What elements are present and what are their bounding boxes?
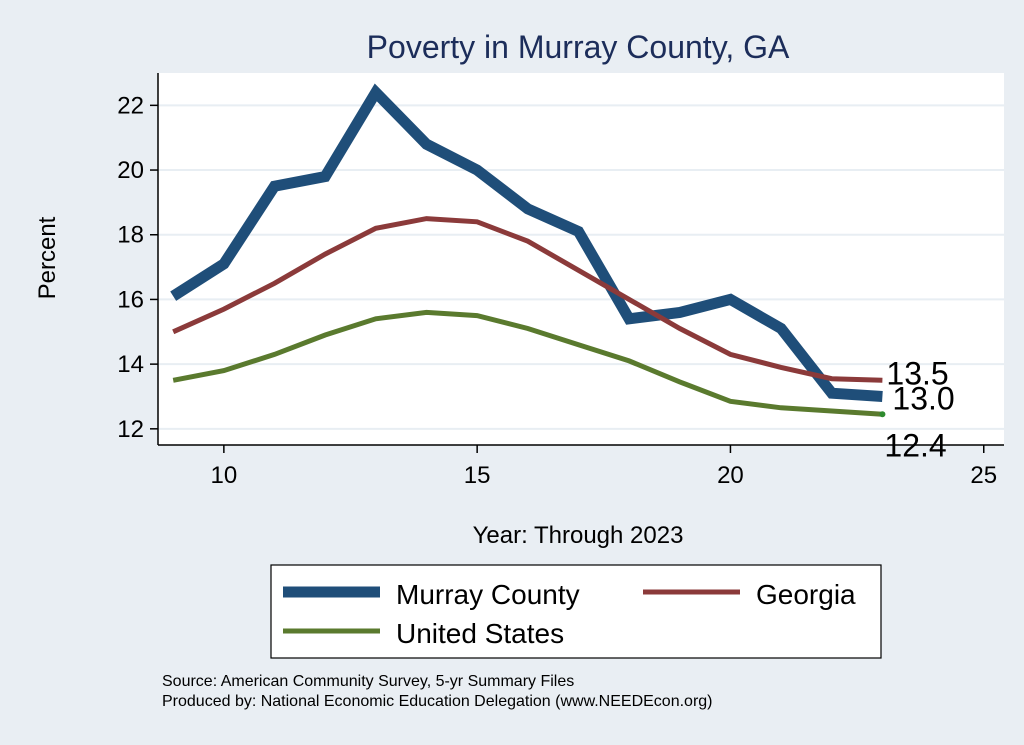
series-line-murray-county	[170, 83, 883, 402]
legend-label: United States	[396, 618, 564, 649]
producer-note: Produced by: National Economic Education…	[162, 693, 713, 710]
y-tick-label: 12	[117, 416, 144, 443]
end-value-label: 13.5	[886, 355, 948, 391]
x-tick-label: 25	[970, 462, 997, 489]
y-axis-title: Percent	[34, 216, 61, 299]
x-tick-label: 20	[717, 462, 744, 489]
plot-area	[158, 73, 1004, 445]
legend: Murray County Georgia United States	[283, 579, 856, 649]
end-value-label: 12.4	[884, 427, 946, 463]
x-tick-label: 15	[464, 462, 491, 489]
y-tick-label: 22	[117, 92, 144, 119]
y-tick-label: 14	[117, 351, 144, 378]
x-tick-label: 10	[211, 462, 238, 489]
chart-title: Poverty in Murray County, GA	[367, 29, 790, 65]
x-axis-title: Year: Through 2023	[473, 522, 684, 549]
legend-label: Murray County	[396, 579, 580, 610]
y-tick-label: 18	[117, 222, 144, 249]
series-line-georgia	[172, 216, 883, 383]
series-lines	[170, 83, 886, 418]
axes: 12 14 16 18 20 22 10 15 20 25	[117, 73, 1004, 489]
series-line-united-states	[172, 309, 883, 417]
end-value-label: 13.0	[892, 380, 954, 416]
series-end-point	[879, 411, 886, 418]
y-tick-label: 16	[117, 286, 144, 313]
source-note: Source: American Community Survey, 5-yr …	[162, 673, 574, 690]
end-labels: 13.013.5 12.4	[884, 355, 954, 463]
legend-box	[270, 564, 882, 659]
y-tick-label: 20	[117, 157, 144, 184]
legend-label: Georgia	[756, 579, 856, 610]
